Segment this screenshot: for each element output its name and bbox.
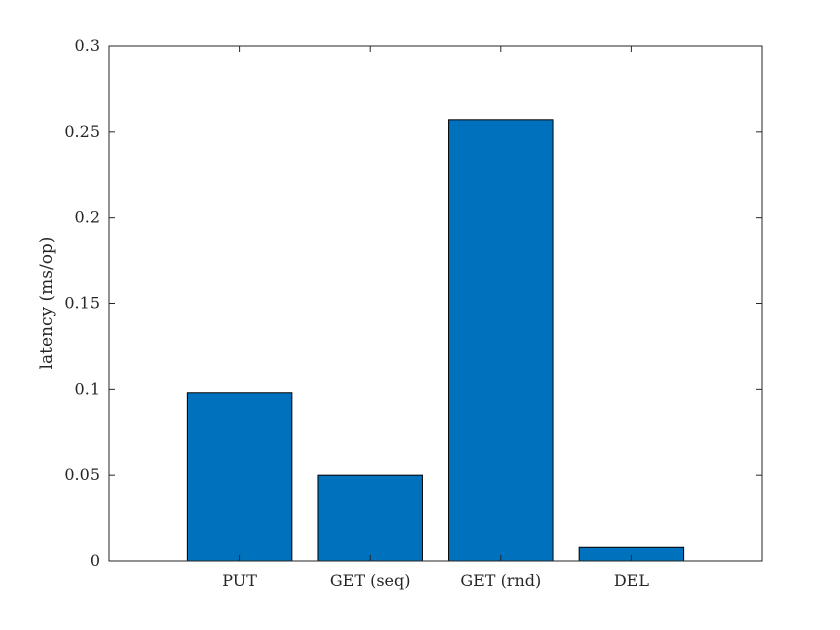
bar-get-rnd xyxy=(448,119,554,562)
y-tick-label: 0.15 xyxy=(64,294,100,313)
x-tick-label: GET (seq) xyxy=(330,571,411,590)
y-tick-label: 0.25 xyxy=(64,122,100,141)
x-tick-label: DEL xyxy=(614,571,650,590)
bar-put xyxy=(186,392,293,562)
bars-group xyxy=(186,119,685,562)
bar-get-seq xyxy=(317,474,423,562)
y-tick-label: 0 xyxy=(90,551,100,570)
x-ticks-group: PUT GET (seq) GET (rnd) DEL xyxy=(222,46,649,590)
y-tick-label: 0.05 xyxy=(64,465,100,484)
x-tick-label: PUT xyxy=(222,571,257,590)
y-ticks-group: 0 0.05 0.1 0.15 0.2 0.25 0.3 xyxy=(64,36,762,570)
y-tick-label: 0.1 xyxy=(75,379,100,398)
y-tick-label: 0.3 xyxy=(75,36,100,55)
y-axis-label: latency (ms/op) xyxy=(37,237,57,370)
y-tick-label: 0.2 xyxy=(75,208,100,227)
x-tick-label: GET (rnd) xyxy=(460,571,541,590)
